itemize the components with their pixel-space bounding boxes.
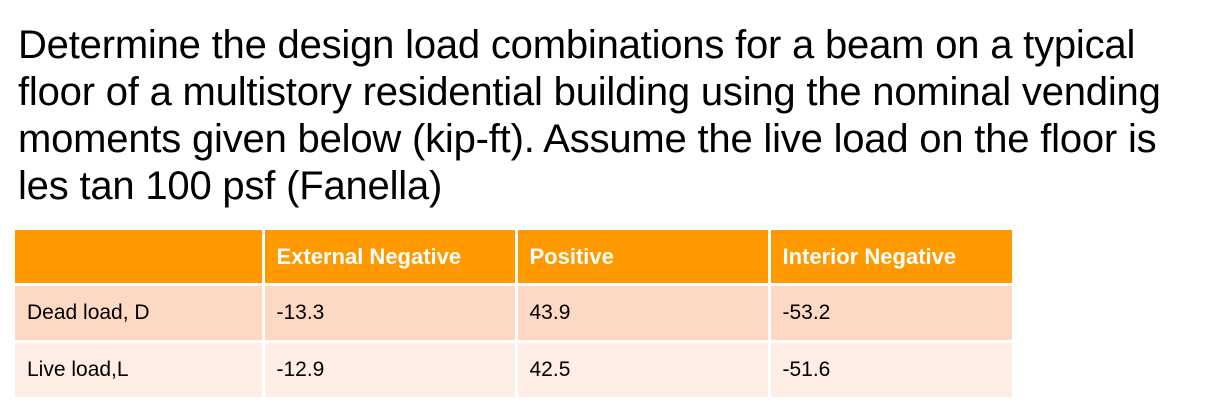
header-cell-blank	[15, 230, 265, 286]
row-label-cell: Dead load, D	[15, 284, 265, 343]
table-cell: -13.3	[263, 284, 518, 343]
problem-line: Determine the design load combinations f…	[18, 23, 1136, 67]
table-header-row: External Negative Positive Interior Nega…	[15, 230, 1012, 286]
table-row: Dead load, D -13.3 43.9 -53.2	[15, 284, 1012, 343]
table-cell: -51.6	[769, 341, 1012, 400]
table-cell: 43.9	[516, 284, 771, 343]
header-cell-interior-negative: Interior Negative	[769, 230, 1012, 286]
header-cell-external-negative: External Negative	[263, 230, 518, 286]
row-label-cell: Live load,L	[15, 341, 265, 400]
header-cell-positive: Positive	[516, 230, 771, 286]
problem-statement: Determine the design load combinations f…	[18, 22, 1218, 210]
table-cell: -12.9	[263, 341, 518, 400]
table-cell: 42.5	[516, 341, 771, 400]
table-cell: -53.2	[769, 284, 1012, 343]
moments-table: External Negative Positive Interior Nega…	[15, 230, 1012, 400]
table-row: Live load,L -12.9 42.5 -51.6	[15, 341, 1012, 400]
problem-line: moments given below (kip-ft). Assume the…	[18, 117, 1157, 161]
problem-line: floor of a multistory residential buildi…	[18, 70, 1161, 114]
problem-line: les tan 100 psf (Fanella)	[18, 164, 443, 208]
